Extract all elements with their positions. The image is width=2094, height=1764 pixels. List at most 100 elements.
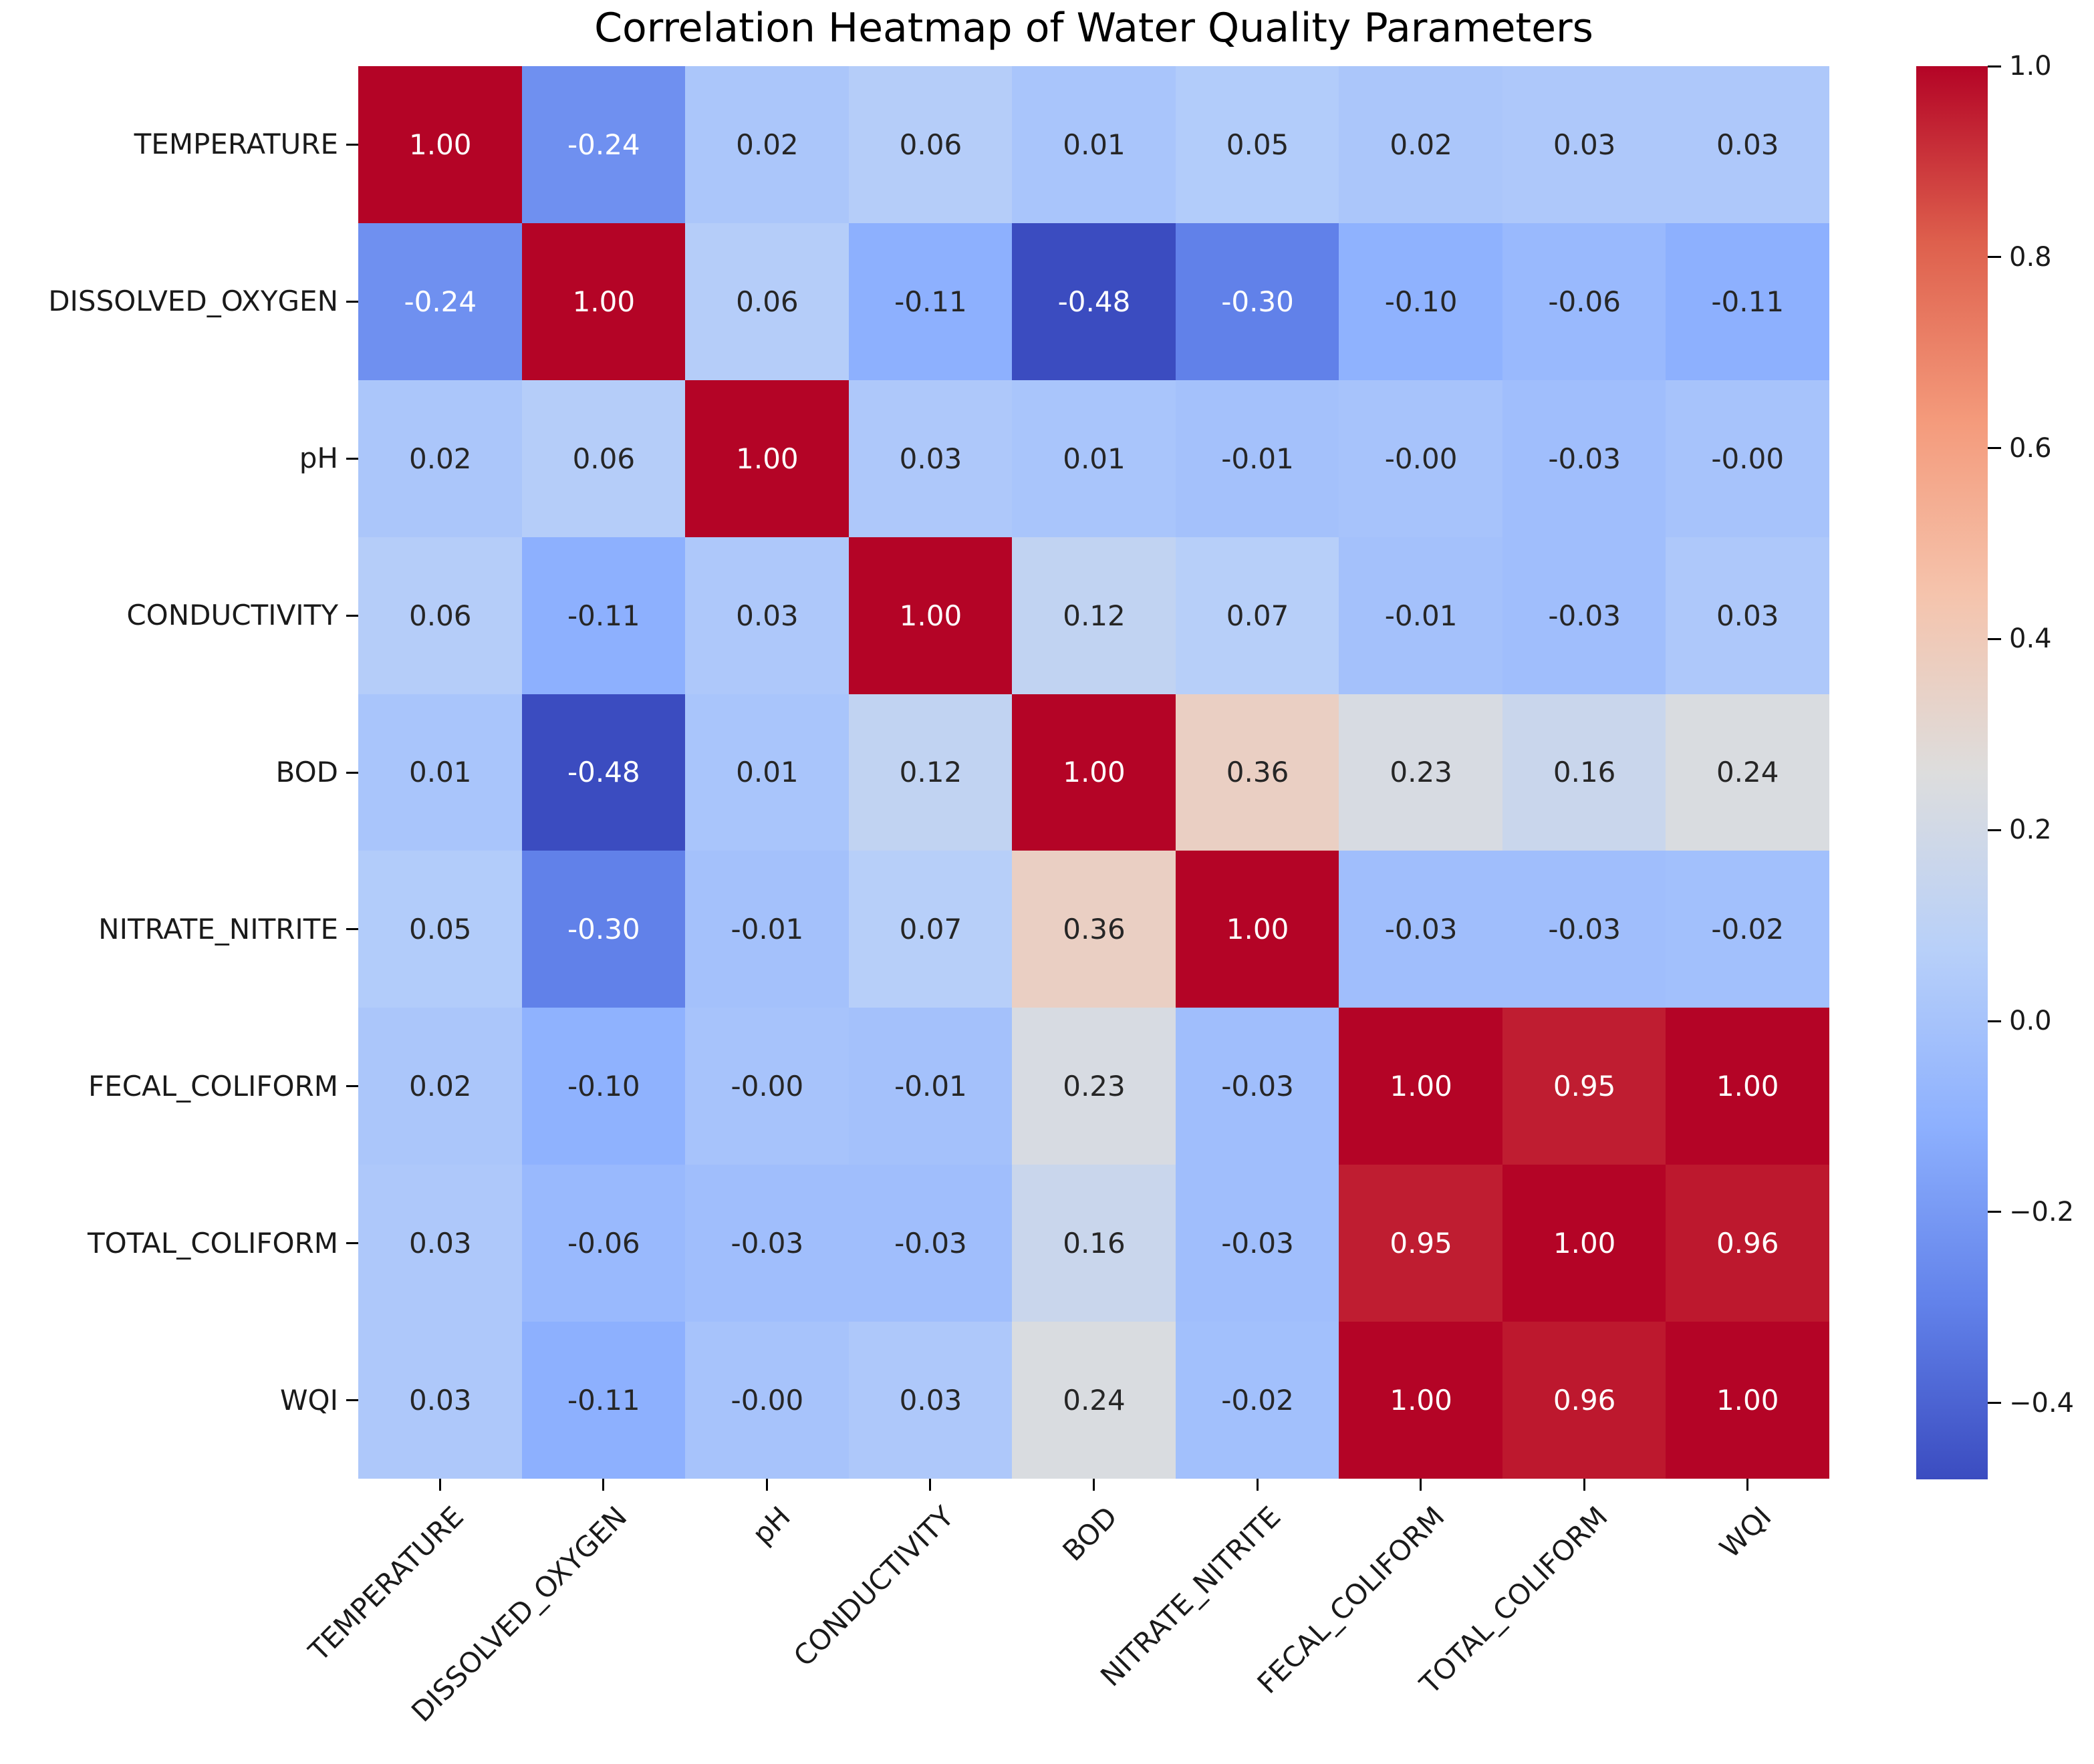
colorbar-tick-mark [1988, 1211, 2001, 1213]
cell-value: 0.01 [1063, 128, 1126, 161]
cell-value: 1.00 [572, 285, 636, 318]
cell-value: -0.10 [1384, 285, 1458, 318]
heatmap-cell: 1.00 [1502, 1165, 1667, 1323]
cell-value: -0.03 [1548, 442, 1621, 475]
cell-value: -0.03 [1548, 599, 1621, 632]
colorbar-gradient [1916, 66, 1988, 1479]
heatmap-cell: -0.02 [1175, 1322, 1340, 1479]
heatmap-cell: 1.00 [1339, 1008, 1503, 1166]
heatmap-cell: -0.03 [685, 1165, 849, 1323]
cell-value: -0.11 [567, 1383, 640, 1417]
x-tick-mark [602, 1479, 605, 1491]
x-tick-mark [1420, 1479, 1422, 1491]
heatmap-cell: 0.02 [1339, 66, 1503, 224]
heatmap-cell: 0.96 [1666, 1165, 1829, 1323]
heatmap-cell: 1.00 [358, 66, 523, 224]
heatmap-cell: 0.03 [848, 380, 1013, 538]
heatmap-cell: 0.36 [1175, 694, 1340, 852]
heatmap-cell: -0.11 [521, 537, 686, 695]
heatmap-cell: -0.03 [1502, 380, 1667, 538]
heatmap-cell: 0.02 [685, 66, 849, 224]
heatmap-cell: 0.01 [1012, 66, 1176, 224]
cell-value: 0.36 [1226, 756, 1289, 789]
heatmap-cell: 1.00 [1666, 1008, 1829, 1166]
colorbar-tick-label: 1.0 [2009, 51, 2052, 82]
cell-value: 0.03 [899, 1383, 962, 1417]
heatmap-cell: 0.03 [1502, 66, 1667, 224]
cell-value: 0.01 [736, 756, 799, 789]
heatmap-cell: -0.11 [521, 1322, 686, 1479]
cell-value: -0.11 [1711, 285, 1785, 318]
y-tick-label: BOD [275, 756, 338, 788]
cell-value: 1.00 [899, 599, 962, 632]
x-tick-label: CONDUCTIVITY [787, 1500, 960, 1673]
heatmap-cell: 0.06 [685, 223, 849, 381]
y-tick-label: CONDUCTIVITY [126, 599, 338, 632]
cell-value: 0.95 [1553, 1070, 1616, 1103]
x-tick-mark [1583, 1479, 1585, 1491]
colorbar-tick-label: −0.4 [2009, 1387, 2075, 1419]
y-tick-label: pH [299, 442, 338, 475]
heatmap-cell: -0.01 [848, 1008, 1013, 1166]
cell-value: 0.05 [1226, 128, 1289, 161]
y-tick-label: TEMPERATURE [134, 128, 338, 161]
heatmap-cell: 1.00 [1175, 851, 1340, 1009]
cell-value: 0.06 [572, 442, 636, 475]
heatmap-cell: 0.16 [1012, 1165, 1176, 1323]
heatmap-cell: 1.00 [1012, 694, 1176, 852]
x-tick-label: WQI [1713, 1500, 1778, 1565]
heatmap-cell: 0.24 [1012, 1322, 1176, 1479]
colorbar-tick-label: 0.6 [2009, 432, 2052, 464]
heatmap-cell: 0.01 [1012, 380, 1176, 538]
x-tick-mark [765, 1479, 768, 1491]
heatmap-cell: 0.01 [685, 694, 849, 852]
y-tick-mark [346, 1242, 358, 1245]
cell-value: -0.02 [1221, 1383, 1294, 1417]
heatmap-cell: 0.12 [1012, 537, 1176, 695]
cell-value: 0.95 [1390, 1227, 1452, 1260]
colorbar-tick-label: 0.8 [2009, 241, 2052, 273]
cell-value: 1.00 [1553, 1227, 1616, 1260]
heatmap-cell: 0.95 [1502, 1008, 1667, 1166]
cell-value: -0.06 [567, 1227, 640, 1260]
heatmap-cell: 0.06 [848, 66, 1013, 224]
cell-value: 0.02 [1390, 128, 1452, 161]
cell-value: -0.30 [1221, 285, 1294, 318]
heatmap-cell: -0.03 [1339, 851, 1503, 1009]
cell-value: -0.00 [1711, 442, 1785, 475]
heatmap-cell: 1.00 [1339, 1322, 1503, 1479]
heatmap-cell: 0.23 [1339, 694, 1503, 852]
cell-value: -0.03 [1548, 913, 1621, 946]
cell-value: 1.00 [736, 442, 799, 475]
colorbar-tick-mark [1988, 65, 2001, 67]
colorbar-tick-label: 0.0 [2009, 1006, 2052, 1037]
cell-value: -0.01 [894, 1070, 967, 1103]
colorbar-tick-mark [1988, 829, 2001, 831]
cell-value: -0.30 [567, 913, 640, 946]
cell-value: 0.12 [899, 756, 962, 789]
cell-value: -0.00 [731, 1070, 804, 1103]
cell-value: 0.12 [1063, 599, 1126, 632]
heatmap-cell: -0.30 [521, 851, 686, 1009]
heatmap-cell: 1.00 [521, 223, 686, 381]
heatmap-cell: -0.10 [521, 1008, 686, 1166]
cell-value: -0.01 [731, 913, 804, 946]
heatmap-cell: -0.48 [1012, 223, 1176, 381]
heatmap-cell: -0.48 [521, 694, 686, 852]
cell-value: 0.03 [1716, 599, 1779, 632]
heatmap-cell: 0.12 [848, 694, 1013, 852]
heatmap-cell: 0.96 [1502, 1322, 1667, 1479]
heatmap-cell: -0.03 [1175, 1008, 1340, 1166]
heatmap-cell: 0.23 [1012, 1008, 1176, 1166]
heatmap-cell: 0.03 [1666, 537, 1829, 695]
cell-value: 0.06 [409, 599, 472, 632]
cell-value: 0.96 [1716, 1227, 1779, 1260]
heatmap-cell: 0.03 [358, 1322, 523, 1479]
heatmap-cell: -0.06 [521, 1165, 686, 1323]
heatmap-cell: 0.36 [1012, 851, 1176, 1009]
heatmap-cell: -0.10 [1339, 223, 1503, 381]
cell-value: 1.00 [1716, 1070, 1779, 1103]
cell-value: 0.07 [899, 913, 962, 946]
y-tick-mark [346, 1399, 358, 1402]
